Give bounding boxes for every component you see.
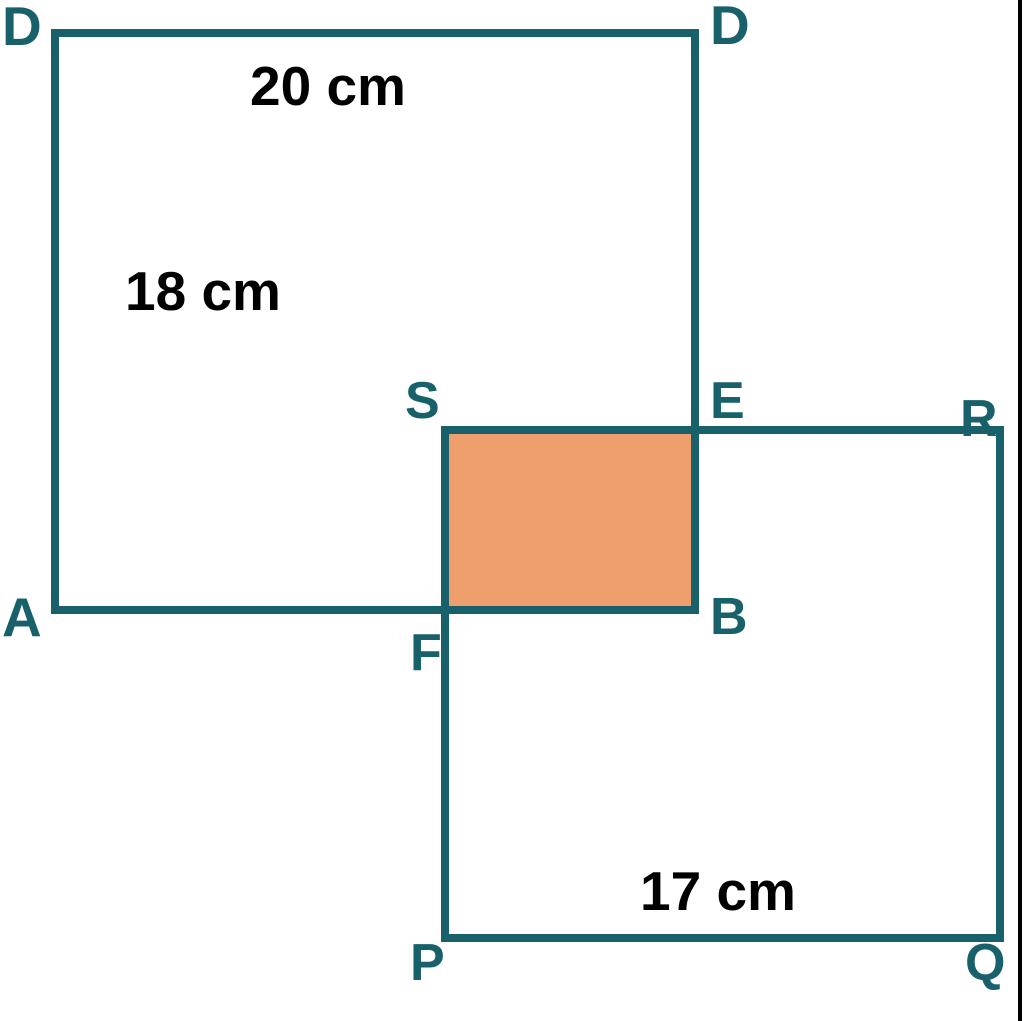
- vertex-s: S: [405, 372, 440, 430]
- vertex-d-right: D: [710, 0, 750, 56]
- overlap-region: [449, 434, 691, 606]
- dimension-left: 18 cm: [125, 260, 281, 322]
- vertex-d-left: D: [2, 0, 42, 57]
- vertex-p: P: [410, 934, 445, 992]
- vertex-r: R: [960, 390, 998, 448]
- vertex-e: E: [710, 372, 745, 430]
- vertex-q: Q: [965, 934, 1005, 992]
- dimension-bottom: 17 cm: [640, 860, 796, 922]
- vertex-f: F: [410, 624, 442, 682]
- dimension-top: 20 cm: [250, 55, 406, 117]
- vertex-b: B: [710, 588, 748, 646]
- vertex-a: A: [2, 586, 42, 648]
